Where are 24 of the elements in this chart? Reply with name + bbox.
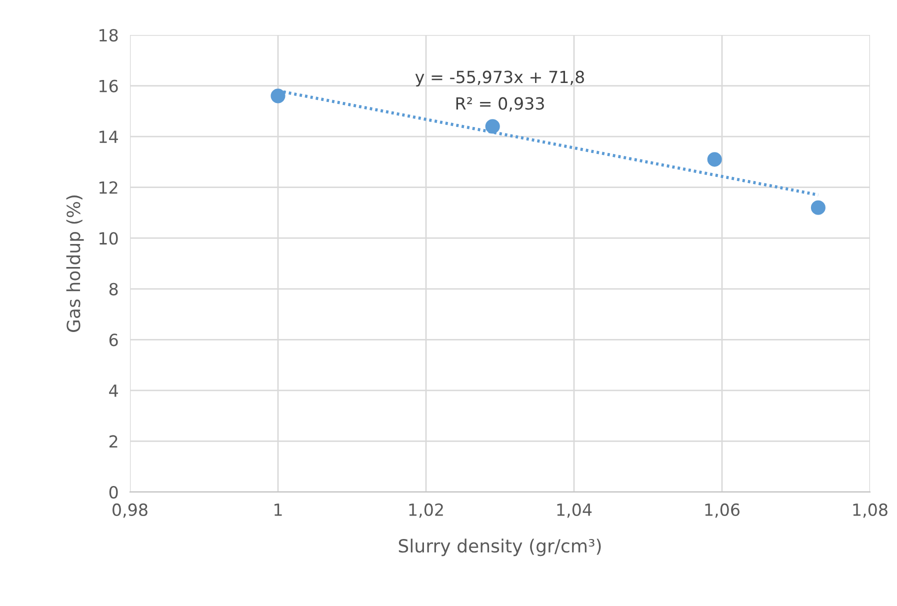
x-tick-label: 1,08 bbox=[853, 503, 888, 518]
point bbox=[485, 119, 500, 134]
y-tick-label: 12 bbox=[100, 181, 118, 194]
point bbox=[707, 152, 722, 167]
y-tick-label: 2 bbox=[110, 435, 118, 448]
x-tick-label: 0,98 bbox=[112, 503, 148, 518]
y-tick-label: 6 bbox=[109, 334, 118, 346]
annotation: y = -55,973x + 71,8 bbox=[415, 70, 584, 86]
y-axis-title: Gas holdup (%) bbox=[66, 196, 84, 332]
x-tick-label: 1 bbox=[274, 504, 282, 516]
y-tick-label: 4 bbox=[109, 384, 118, 397]
y-tick-label: 14 bbox=[100, 130, 118, 143]
annotation: R² = 0,933 bbox=[456, 97, 544, 112]
y-tick-label: 8 bbox=[109, 282, 118, 296]
point bbox=[270, 88, 286, 104]
y-tick-label: 18 bbox=[100, 28, 118, 42]
point bbox=[810, 200, 826, 215]
x-tick-label: 1,06 bbox=[705, 503, 740, 518]
y-tick-label: 10 bbox=[100, 232, 118, 245]
y-tick-label: 0 bbox=[109, 486, 118, 499]
x-axis-title: Slurry density (gr/cm³) bbox=[398, 538, 601, 556]
x-tick-label: 1,02 bbox=[409, 503, 443, 518]
x-tick-label: 1,04 bbox=[557, 503, 592, 518]
y-tick-label: 16 bbox=[100, 80, 118, 92]
